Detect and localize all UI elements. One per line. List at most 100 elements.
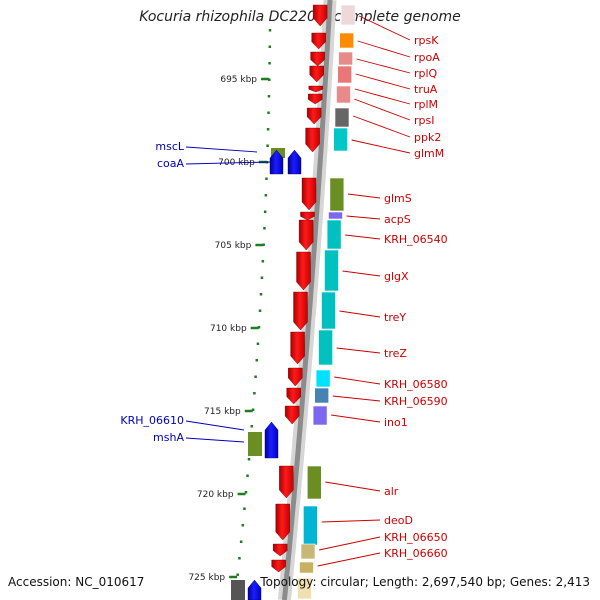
- gene-arrow: [312, 4, 328, 27]
- cog-block: [315, 369, 331, 388]
- cog-block: [312, 405, 328, 426]
- gene-arrow: [309, 65, 324, 83]
- gene-arrow: [308, 93, 323, 105]
- gene-arrow: [293, 291, 308, 331]
- scale-dot: [263, 227, 266, 230]
- tick-label: 710 kbp: [210, 324, 247, 334]
- leader-line: [347, 193, 381, 199]
- cog-block: [324, 249, 339, 292]
- scale-dot: [268, 78, 271, 81]
- gene-arrow: [272, 543, 288, 557]
- cog-block: [318, 329, 333, 366]
- gene-label-rplq: rplQ: [414, 67, 438, 80]
- cog-block: [337, 65, 353, 84]
- leader-line: [319, 536, 381, 551]
- map-title: Kocuria rhizophila DC2201, complete geno…: [139, 9, 461, 25]
- gene-arrow: [271, 559, 286, 573]
- gene-label-msha: mshA: [153, 431, 184, 444]
- tick-label: 705 kbp: [215, 241, 252, 251]
- scale-dot: [268, 29, 272, 32]
- gene-label-deod: deoD: [384, 514, 413, 527]
- gene-arrow: [279, 465, 294, 499]
- cog-block: [303, 505, 318, 546]
- leader-line: [351, 139, 411, 154]
- scale-dot: [239, 540, 243, 543]
- tick-label: 695 kbp: [220, 75, 257, 85]
- scale-dot: [266, 144, 269, 147]
- gene-arrow: [247, 579, 262, 600]
- cog-block: [297, 577, 312, 600]
- cog-block: [338, 51, 353, 66]
- gene-arrow: [287, 149, 302, 175]
- gene-arrow: [308, 85, 324, 93]
- cog-block: [339, 32, 355, 49]
- accession-text: Accession: NC_010617: [8, 575, 145, 589]
- cog-block: [329, 177, 345, 212]
- leader-line: [354, 98, 411, 121]
- scale-dot: [243, 507, 246, 510]
- scale-dot: [241, 524, 245, 527]
- leader-line: [325, 481, 381, 492]
- leader-line: [358, 15, 411, 41]
- scale-dot: [258, 309, 262, 312]
- leader-line: [346, 215, 381, 220]
- leader-line: [334, 376, 381, 385]
- scale-dot: [268, 45, 272, 48]
- leader-line: [317, 552, 381, 567]
- cog-block: [334, 107, 350, 128]
- cog-block: [248, 432, 262, 456]
- scale-dot: [247, 458, 251, 461]
- cog-block: [336, 85, 351, 104]
- leader-line: [185, 420, 245, 431]
- gene-label-krh_06660: KRH_06660: [384, 547, 448, 560]
- leader-line: [357, 40, 411, 58]
- leader-line: [339, 310, 381, 318]
- leader-line: [354, 88, 411, 105]
- gene-label-glgx: glgX: [384, 270, 409, 283]
- gene-label-rpoa: rpoA: [414, 51, 440, 64]
- scale-dot: [262, 243, 265, 246]
- gene-label-trey: treY: [384, 311, 406, 324]
- gene-arrow: [275, 503, 290, 541]
- scale-dot: [265, 177, 268, 180]
- scale-dot: [263, 210, 267, 213]
- scale-dot: [264, 194, 268, 197]
- gene-arrow: [310, 51, 325, 67]
- scale-dot: [255, 359, 259, 362]
- leader-line: [321, 519, 381, 523]
- leader-line: [352, 115, 411, 138]
- gene-label-trez: treZ: [384, 347, 407, 360]
- scale-dot: [254, 375, 257, 378]
- scale-dot: [260, 276, 264, 279]
- leader-line: [355, 73, 411, 90]
- scale-dot: [257, 326, 261, 329]
- scale-dot: [266, 128, 270, 131]
- gene-arrow: [296, 251, 311, 291]
- gene-label-rplm: rplM: [414, 98, 438, 111]
- cog-block: [328, 211, 343, 220]
- gene-arrow: [269, 149, 284, 175]
- gene-arrow: [284, 405, 300, 425]
- gene-arrow: [306, 107, 322, 125]
- gene-arrow: [311, 32, 326, 50]
- scale-dot: [253, 392, 256, 395]
- genome-summary: Topology: circular; Length: 2,697,540 bp…: [260, 575, 590, 589]
- cog-block: [326, 219, 342, 250]
- cog-block: [333, 127, 348, 152]
- gene-label-krh_06650: KRH_06650: [384, 531, 448, 544]
- scale-dot: [238, 557, 241, 560]
- tick-label: 725 kbp: [188, 573, 225, 583]
- backbone-line: [281, 0, 333, 600]
- gene-label-rpsi: rpsI: [414, 114, 434, 127]
- scale-dot: [246, 474, 249, 477]
- gene-label-krh_06580: KRH_06580: [384, 378, 448, 391]
- gene-arrow: [305, 127, 320, 153]
- scale-dot: [268, 62, 271, 65]
- gene-label-krh_06590: KRH_06590: [384, 395, 448, 408]
- gene-arrow-track: [247, 4, 328, 600]
- scale-dot: [267, 111, 270, 114]
- gene-arrow: [301, 177, 317, 211]
- leader-line: [185, 161, 271, 165]
- gene-label-coaa: coaA: [157, 157, 185, 170]
